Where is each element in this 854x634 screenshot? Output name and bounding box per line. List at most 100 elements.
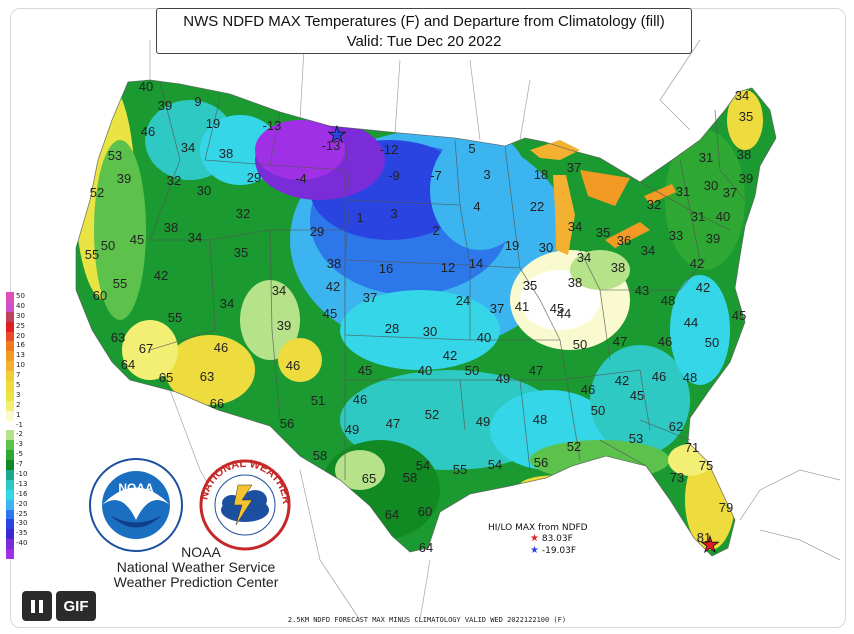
temperature-label: 36 (617, 233, 631, 248)
legend-swatch (6, 479, 14, 490)
temperature-label: 3 (390, 206, 397, 221)
legend-label: -1 (16, 420, 23, 429)
temperature-label: 41 (515, 299, 529, 314)
org-line-1: National Weather Service (116, 559, 276, 575)
legend-entry: 20 (6, 331, 40, 342)
temperature-label: 34 (577, 250, 591, 265)
temperature-label: 63 (200, 369, 214, 384)
temperature-label: 45 (358, 363, 372, 378)
legend-swatch (6, 321, 14, 332)
pause-button[interactable] (22, 591, 52, 621)
temperature-label: 42 (154, 268, 168, 283)
legend-entry: 1 (6, 410, 40, 421)
lake-ontario (644, 184, 676, 204)
legend-label: -10 (16, 470, 28, 479)
legend-entry: 10 (6, 361, 40, 372)
legend-label: -2 (16, 430, 23, 439)
temperature-label: 37 (490, 301, 504, 316)
temperature-label: 45 (130, 232, 144, 247)
legend-swatch (6, 460, 14, 471)
temperature-label: 35 (596, 225, 610, 240)
temperature-label: 46 (658, 334, 672, 349)
temperature-label: 4 (473, 199, 480, 214)
legend-entry: 50 (6, 292, 40, 302)
temperature-label: 12 (441, 260, 455, 275)
hi-star-icon: ★ (530, 533, 539, 544)
temperature-label: 48 (661, 293, 675, 308)
legend-label: 7 (16, 371, 21, 380)
legend-label: 30 (16, 311, 25, 320)
legend-swatch (6, 371, 14, 382)
temperature-label: 50 (705, 335, 719, 350)
legend-swatch (6, 341, 14, 352)
legend-swatch (6, 489, 14, 500)
legend-entry: -2 (6, 430, 40, 441)
temperature-label: 19 (206, 116, 220, 131)
temperature-label: 30 (423, 324, 437, 339)
legend-swatch (6, 292, 14, 302)
lo-value: -19.03F (541, 546, 577, 556)
temperature-label: 47 (529, 363, 543, 378)
temperature-label: 48 (683, 370, 697, 385)
temperature-label: 64 (121, 357, 135, 372)
temperature-label: 73 (670, 470, 684, 485)
temperature-label: 58 (313, 448, 327, 463)
lake-superior (530, 140, 580, 160)
hilo-title: HI/LO MAX from NDFD (488, 523, 588, 533)
lake-huron (580, 170, 630, 206)
temperature-label: 35 (523, 278, 537, 293)
noaa-logo: NOAA (89, 458, 183, 552)
legend-entry: -10 (6, 470, 40, 480)
temperature-label: 37 (723, 185, 737, 200)
temperature-label: 50 (591, 403, 605, 418)
hi-value: 83.03F (541, 534, 573, 544)
legend-entry: 40 (6, 301, 40, 312)
legend-entry: -16 (6, 489, 40, 500)
legend-entry: -40 (6, 539, 40, 550)
lo-star-icon: ★ (530, 545, 539, 556)
temperature-label: 34 (568, 219, 582, 234)
legend-entry: -25 (6, 509, 40, 520)
gif-button[interactable]: GIF (56, 591, 96, 621)
footer-caption: 2.5KM NDFD FORECAST MAX MINUS CLIMATOLOG… (287, 616, 567, 624)
legend-label: 3 (16, 390, 21, 399)
temperature-label: 18 (534, 167, 548, 182)
temperature-label: -12 (380, 142, 399, 157)
legend-label: -16 (16, 489, 28, 498)
legend-swatch (6, 361, 14, 372)
legend-label: -7 (16, 460, 23, 469)
temperature-label: 42 (443, 348, 457, 363)
temperature-label: 42 (696, 280, 710, 295)
temperature-label: -9 (388, 168, 400, 183)
temperature-label: 46 (353, 392, 367, 407)
temperature-label: 46 (141, 124, 155, 139)
temperature-label: 3 (483, 167, 490, 182)
legend-entry: 2 (6, 400, 40, 411)
temperature-label: 66 (210, 396, 224, 411)
color-legend: 50 40 30 25 20 16 13 10 7 5 3 2 1 -1 -2 -3 -5 -7 -10 -13 -16… (6, 292, 40, 610)
legend-entry (6, 549, 40, 560)
legend-entry: -1 (6, 420, 40, 431)
temperature-label: 39 (739, 171, 753, 186)
title-line-1: NWS NDFD MAX Temperatures (F) and Depart… (183, 13, 665, 30)
legend-label: 50 (16, 292, 25, 300)
legend-label: -3 (16, 440, 23, 449)
temperature-label: 34 (641, 243, 655, 258)
temperature-label: 16 (379, 261, 393, 276)
temperature-label: 45 (550, 301, 564, 316)
temperature-label: -4 (295, 171, 307, 186)
temperature-label: 56 (534, 455, 548, 470)
temperature-label: 28 (385, 321, 399, 336)
temperature-label: 55 (453, 462, 467, 477)
legend-entry: -5 (6, 450, 40, 461)
legend-swatch (6, 440, 14, 451)
temperature-label: 30 (539, 240, 553, 255)
legend-entry: 30 (6, 311, 40, 322)
temperature-label: 30 (197, 183, 211, 198)
legend-swatch (6, 539, 14, 550)
temperature-label: 40 (139, 79, 153, 94)
temperature-label: 46 (214, 340, 228, 355)
legend-entry: -7 (6, 460, 40, 471)
legend-entry: 3 (6, 390, 40, 401)
